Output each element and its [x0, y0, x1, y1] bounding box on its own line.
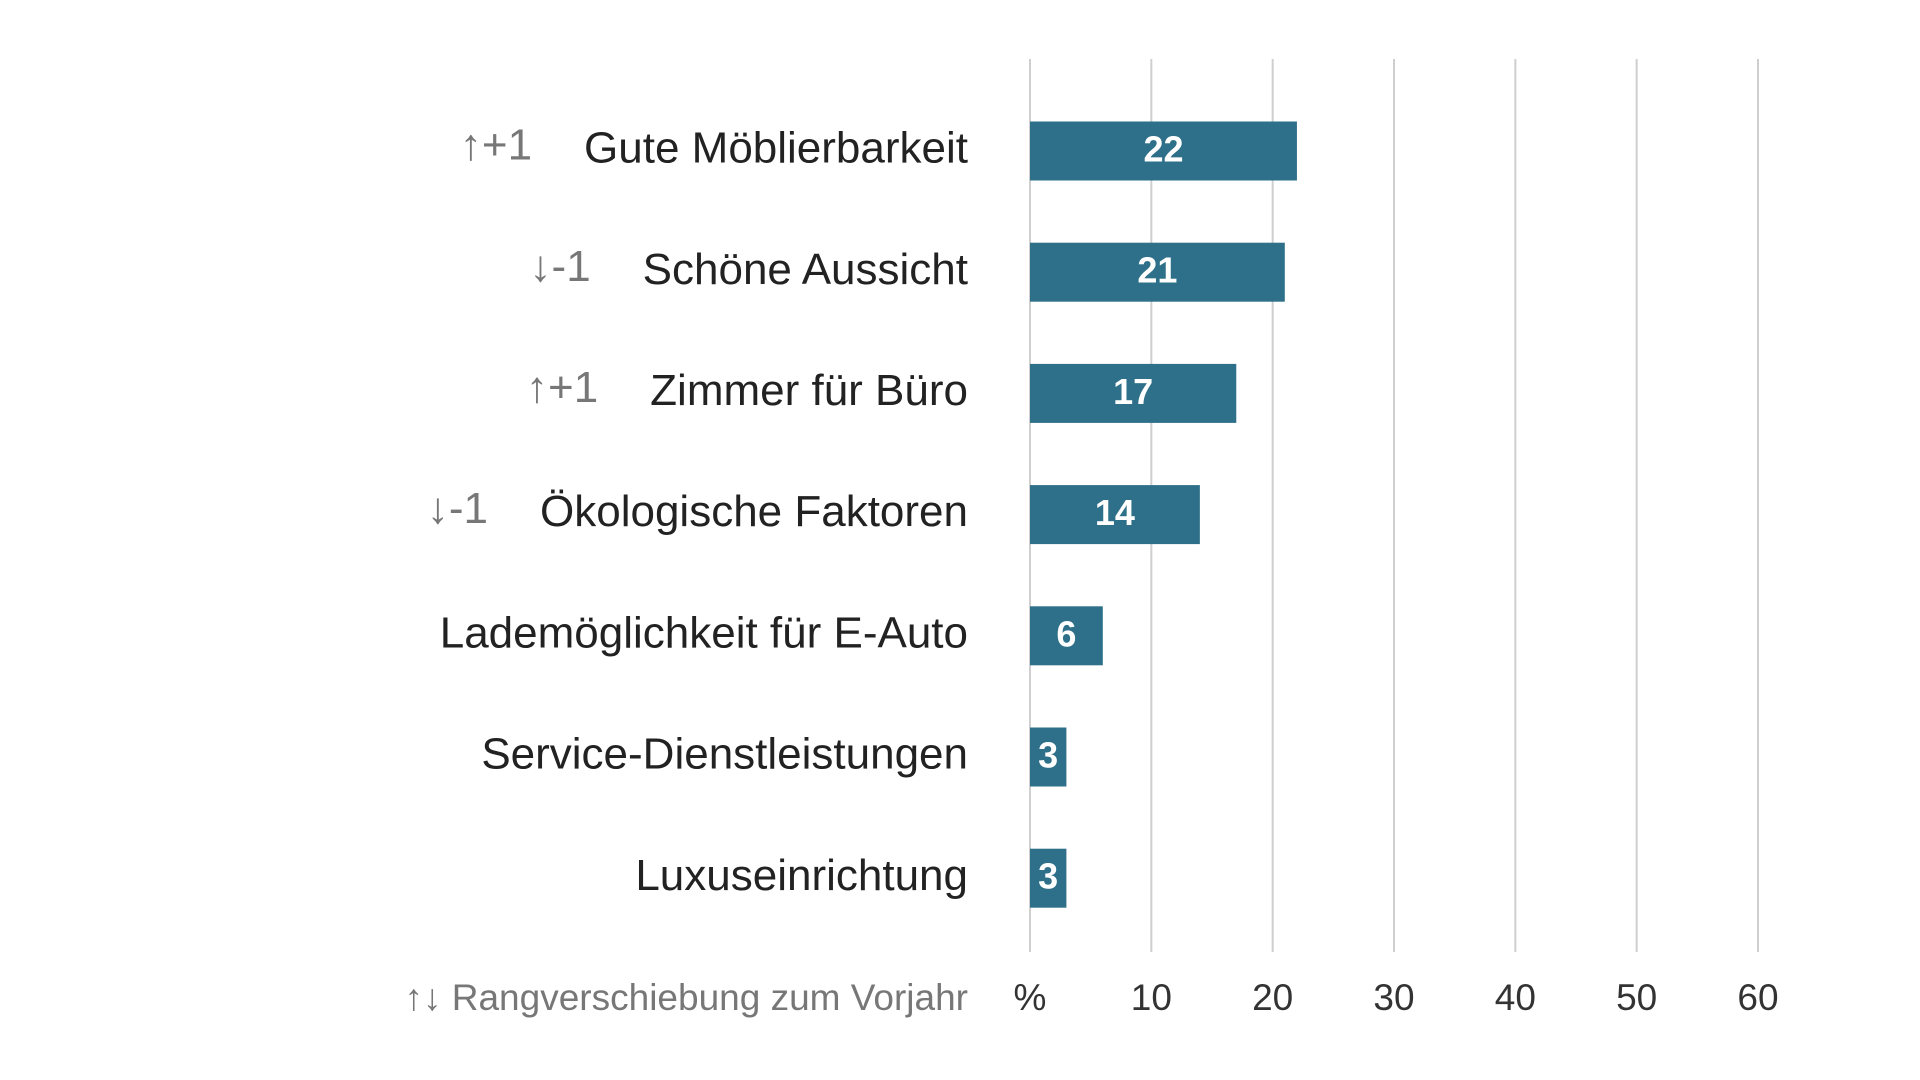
category-label: Schöne Aussicht	[643, 245, 968, 294]
bar	[1030, 242, 1285, 302]
bar	[1030, 363, 1237, 423]
x-tick-label: 30	[1373, 977, 1414, 1018]
value-label: 3	[1038, 856, 1058, 897]
bar	[1030, 848, 1067, 908]
value-label: 6	[1056, 613, 1076, 654]
bar	[1030, 727, 1067, 787]
category-label: Ökologische Faktoren	[540, 487, 968, 536]
bar	[1030, 485, 1200, 545]
x-tick-label: 10	[1131, 977, 1172, 1018]
category-label: Luxuseinrichtung	[635, 851, 968, 900]
rank-change: ↓-1	[427, 484, 488, 533]
category-label: Lademöglichkeit für E-Auto	[440, 608, 968, 657]
rank-change: ↑+1	[526, 363, 598, 412]
value-label: 14	[1095, 492, 1135, 533]
value-label: 21	[1137, 250, 1177, 291]
bar	[1030, 121, 1297, 181]
value-label: 22	[1143, 129, 1183, 170]
rank-change: ↓-1	[530, 242, 591, 291]
value-label: 3	[1038, 735, 1058, 776]
category-label: Zimmer für Büro	[650, 366, 968, 415]
x-tick-label: 40	[1495, 977, 1536, 1018]
x-tick-label: 60	[1737, 977, 1778, 1018]
value-label: 17	[1113, 371, 1153, 412]
x-tick-label: 50	[1616, 977, 1657, 1018]
bar	[1030, 606, 1103, 666]
category-label: Gute Möblierbarkeit	[584, 124, 968, 173]
x-tick-label: %	[1014, 977, 1047, 1018]
rank-note: ↑↓ Rangverschiebung zum Vorjahr	[404, 977, 968, 1018]
category-label: Service-Dienstleistungen	[481, 730, 968, 779]
rank-change: ↑+1	[460, 121, 532, 170]
x-tick-label: 20	[1252, 977, 1293, 1018]
